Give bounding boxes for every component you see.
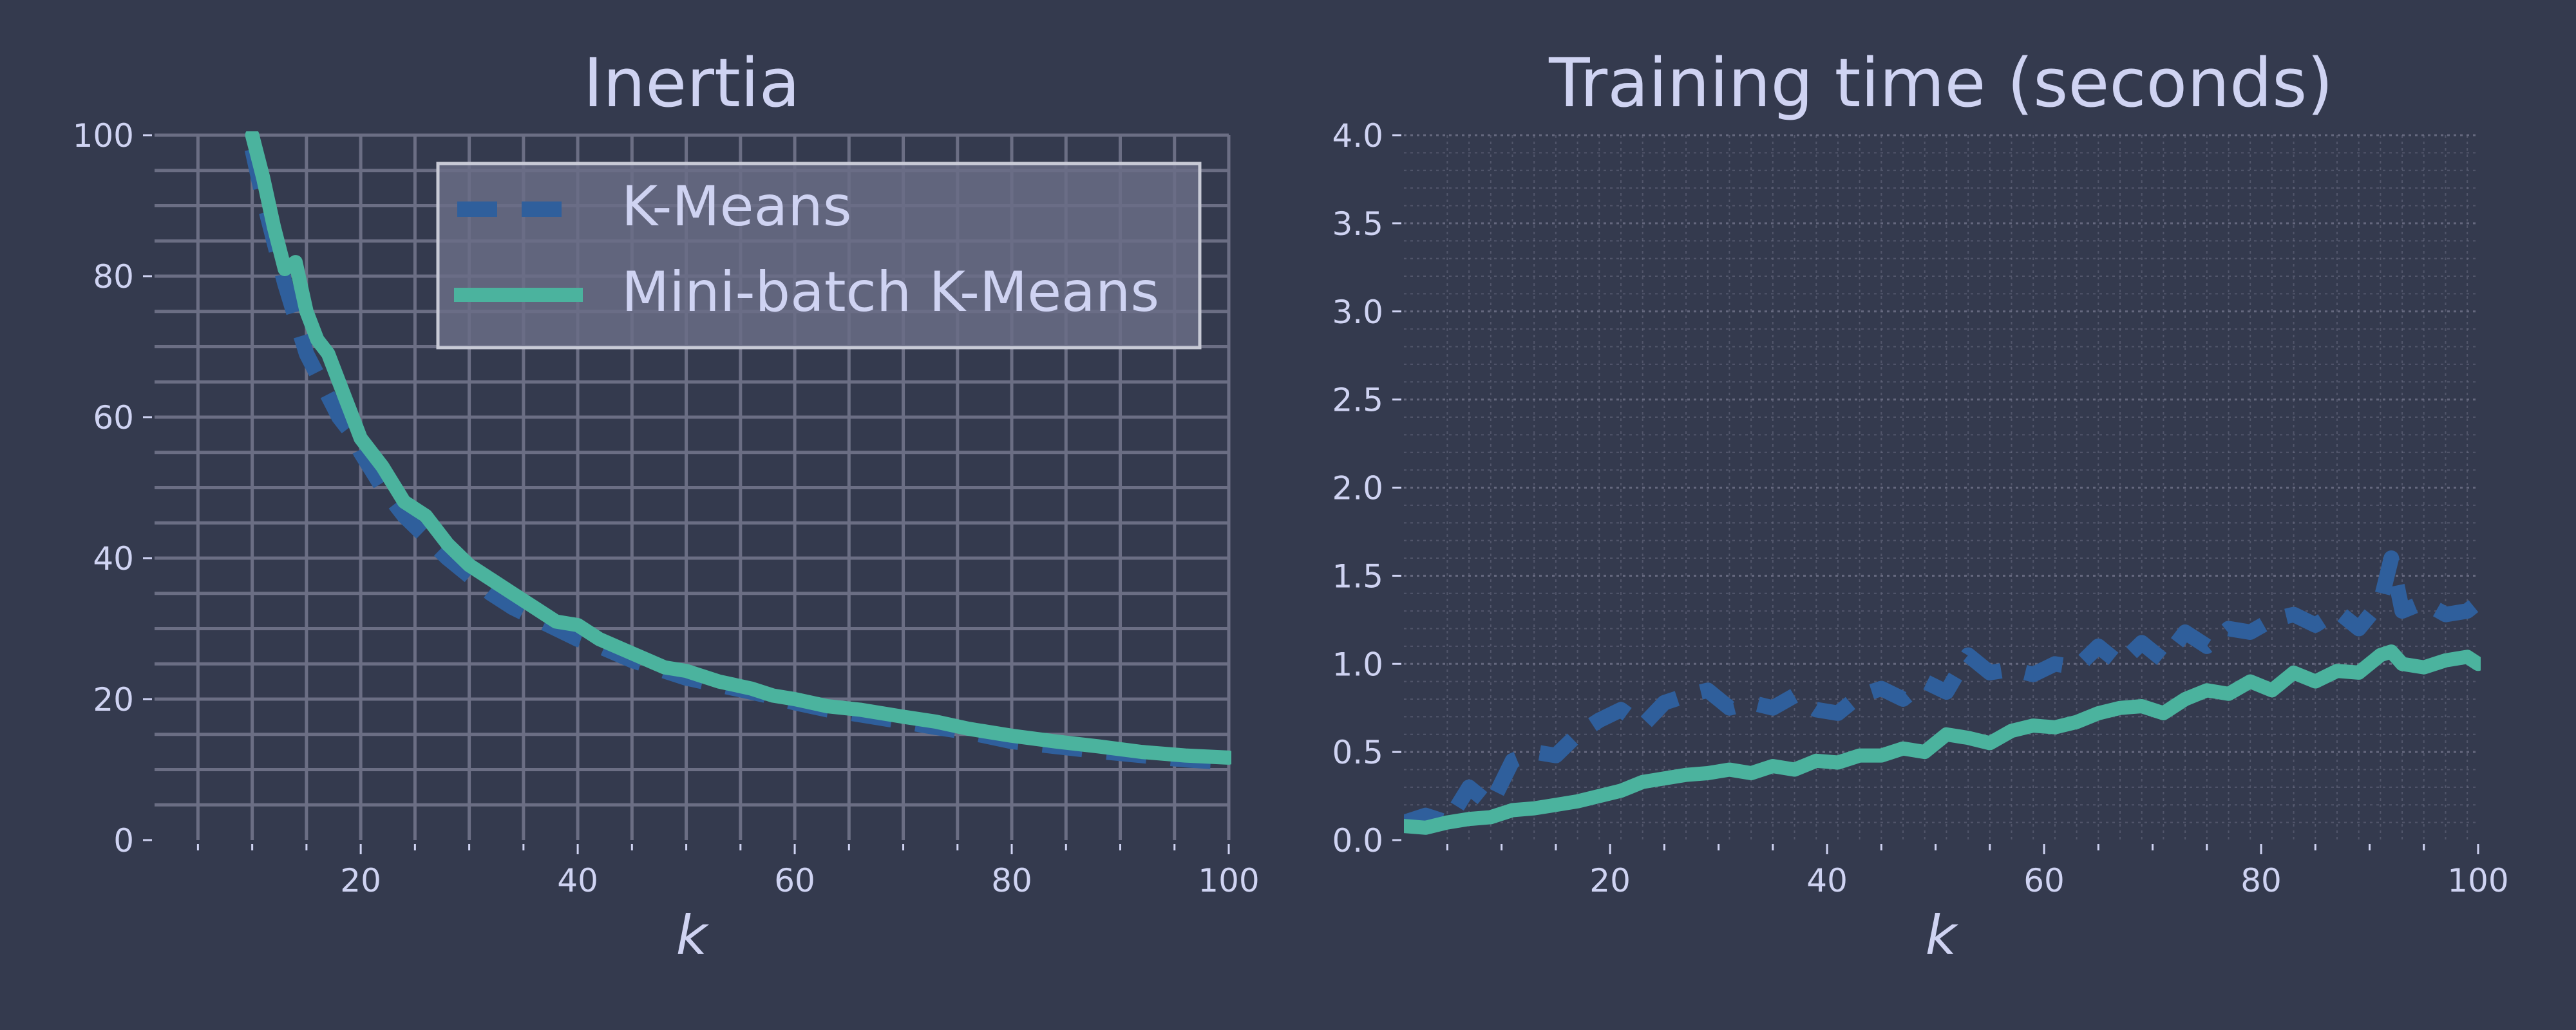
legend: K-Means Mini-batch K-Means [436,162,1202,350]
legend-box [436,162,1202,350]
y-tick-label: 60 [93,399,134,436]
y-tick-label: 0 [113,822,134,859]
y-tick-label: 20 [93,681,134,718]
series-line-minibatch [1404,644,2481,835]
y-tick-label: 0.0 [1332,822,1383,859]
y-tick-label: 3.5 [1332,205,1383,243]
y-tick-label: 2.5 [1332,382,1383,419]
x-tick-label: 40 [557,862,598,899]
series-group [1404,550,2481,835]
legend-label-kmeans: K-Means [621,174,852,239]
y-tick-label: 2.0 [1332,470,1383,507]
y-tick-label: 100 [73,117,134,154]
x-tick-label: 60 [2023,862,2065,899]
y-axis: 0 20 40 60 80 100 [73,117,152,859]
y-tick-label: 3.0 [1332,294,1383,331]
x-tick-label: 80 [991,862,1032,899]
chart-title: Inertia [583,44,800,122]
x-tick-label: 20 [340,862,381,899]
x-axis: 20 40 60 80 100 [1446,844,2509,899]
y-tick-label: 1.5 [1332,557,1383,595]
y-tick-label: 0.5 [1332,734,1383,771]
y-tick-label: 1.0 [1332,646,1383,683]
x-tick-label: 80 [2240,862,2282,899]
training-time-panel: 0.0 0.5 1.0 1.5 2.0 2.5 3.0 3.5 4.0 20 40 60 80 100 k T… [1332,44,2508,967]
y-tick-label: 80 [93,258,134,295]
x-tick-label: 20 [1589,862,1631,899]
x-tick-label: 40 [1806,862,1848,899]
x-axis-label: k [1926,904,1959,967]
y-tick-label: 4.0 [1332,117,1383,154]
y-axis: 0.0 0.5 1.0 1.5 2.0 2.5 3.0 3.5 4.0 [1332,117,1401,859]
legend-label-minibatch: Mini-batch K-Means [621,260,1159,324]
x-axis-label: k [676,904,710,967]
series-line-minibatch [245,131,1231,765]
chart-title: Training time (seconds) [1548,44,2333,122]
x-tick-label: 100 [1198,862,1259,899]
x-tick-label: 100 [2447,862,2508,899]
x-axis: 20 40 60 80 100 [196,844,1260,899]
grid [1404,134,2478,840]
series-group [244,131,1231,771]
series-line-kmeans [1404,550,2481,830]
x-tick-label: 60 [774,862,815,899]
inertia-panel: 0 20 40 60 80 100 20 40 60 80 100 k Inertia K-Means Mi… [73,44,1260,967]
y-tick-label: 40 [93,540,134,577]
